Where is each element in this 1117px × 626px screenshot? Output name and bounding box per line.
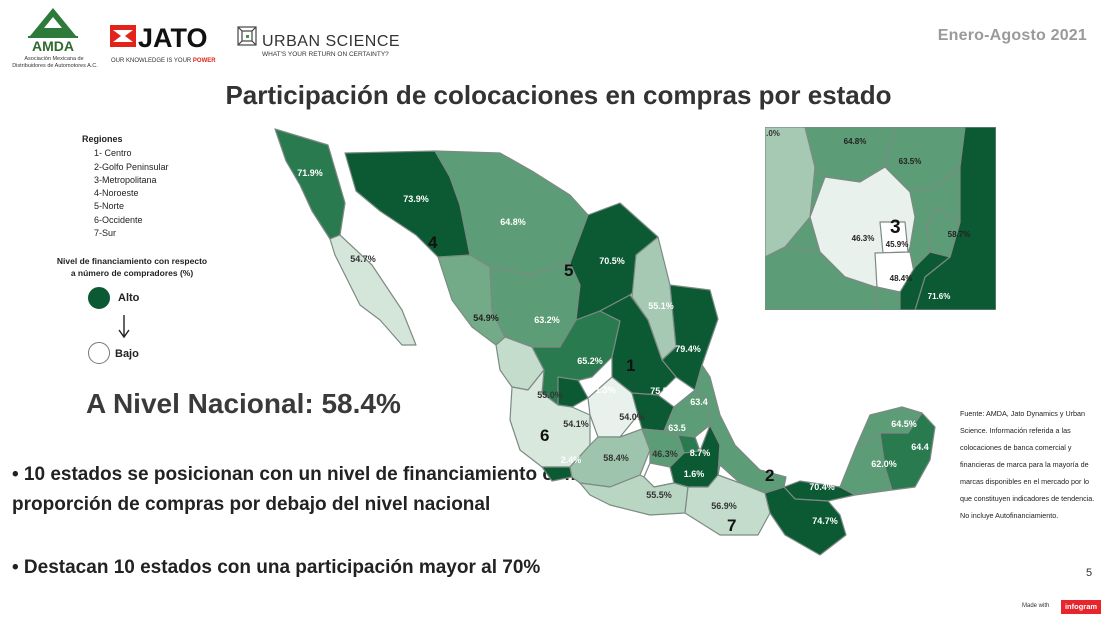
period-label: Enero-Agosto 2021 xyxy=(937,27,1087,44)
urban-science-logo: URBAN SCIENCE WHAT'S YOUR RETURN ON CERT… xyxy=(237,26,400,58)
legend-high-swatch xyxy=(88,287,110,309)
state-value: 54.0% xyxy=(619,412,645,422)
state-value: 55.5% xyxy=(646,490,672,500)
state-baja-california[interactable] xyxy=(274,128,346,240)
inset-value: 46.3% xyxy=(852,234,875,243)
region-number: 4 xyxy=(428,233,438,252)
metropolitan-inset-map: 3 .0% 64.8% 63.5% 58.7% 46.3% 45.9% 48.4… xyxy=(765,127,996,310)
jato-logo: JATO OUR KNOWLEDGE IS YOUR POWER xyxy=(110,23,216,64)
amda-logo-sub2: Distribuidores de Automotores A.C. xyxy=(12,63,98,69)
page-title: Participación de colocaciones en compras… xyxy=(225,80,892,110)
inset-value: 64.8% xyxy=(844,137,867,146)
state-value: 65.2% xyxy=(577,356,603,366)
state-value: 71.9% xyxy=(297,168,323,178)
state-value: 79.4% xyxy=(675,344,701,354)
region-item: 2-Golfo Peninsular xyxy=(94,161,169,172)
arrow-down-icon xyxy=(118,315,130,339)
state-value: 54.7% xyxy=(350,254,376,264)
inset-value: .0% xyxy=(766,129,780,138)
mexico-map: 1 2 4 5 6 7 71.9% 54.7% 73.9% 64.8% 70.5… xyxy=(274,128,936,556)
state-value: 1.6% xyxy=(684,469,705,479)
region-item: 3-Metropolitana xyxy=(94,174,157,185)
region-item: 4-Noroeste xyxy=(94,188,139,199)
state-value: 2.4% xyxy=(561,455,582,465)
region-item: 5-Norte xyxy=(94,201,125,212)
national-level: A Nivel Nacional: 58.4% xyxy=(86,388,401,419)
jato-logo-text: JATO xyxy=(138,23,208,53)
inset-value: 45.9% xyxy=(886,240,909,249)
state-chiapas[interactable] xyxy=(764,486,847,556)
amda-logo: AMDA Asociación Mexicana de Distribuidor… xyxy=(12,8,98,69)
region-item: 1- Centro xyxy=(94,148,132,159)
state-value: 70.4% xyxy=(809,482,835,492)
amda-logo-sub1: Asociación Mexicana de xyxy=(24,56,83,62)
jato-logo-tag: OUR KNOWLEDGE IS YOUR POWER xyxy=(111,58,216,64)
state-value: 63.4 xyxy=(690,397,708,407)
legend-title-line1: Nivel de financiamiento con respecto xyxy=(56,256,208,266)
legend-low-label: Bajo xyxy=(115,348,139,360)
state-quintana-roo[interactable] xyxy=(879,412,936,491)
urban-science-cube-icon xyxy=(237,26,257,46)
source-note: Fuente: AMDA, Jato Dynamics y Urban Scie… xyxy=(960,409,1095,520)
state-value: 73.9% xyxy=(403,194,429,204)
state-value: 56.9% xyxy=(711,501,737,511)
inset-value: 71.6% xyxy=(928,292,951,301)
state-guerrero[interactable] xyxy=(579,474,689,516)
legend-title-line2: a número de compradores (%) xyxy=(70,268,194,278)
state-value: 63.5 xyxy=(668,423,686,433)
state-colima[interactable] xyxy=(541,466,573,482)
legend-title: Nivel de financiamiento con respecto a n… xyxy=(52,255,212,279)
state-value: 55.1% xyxy=(648,301,674,311)
state-value: 58.4% xyxy=(603,453,629,463)
state-value: 63.2% xyxy=(534,315,560,325)
region-number: 2 xyxy=(765,466,774,485)
state-value: 75.5% xyxy=(650,386,676,396)
inset-value: 48.4% xyxy=(890,274,913,283)
inset-region-number: 3 xyxy=(890,217,901,238)
region-number: 1 xyxy=(626,356,635,375)
amda-logo-text: AMDA xyxy=(32,38,74,54)
state-value: 71.3% xyxy=(590,385,616,395)
logos-bar: AMDA Asociación Mexicana de Distribuidor… xyxy=(12,8,400,69)
state-value: 64.4 xyxy=(911,442,929,452)
region-number: 7 xyxy=(727,516,736,535)
made-with-label: Made with xyxy=(1022,603,1050,609)
region-number: 5 xyxy=(564,261,573,280)
urban-science-text: URBAN SCIENCE xyxy=(262,33,400,50)
region-number: 6 xyxy=(540,426,549,445)
inset-value: 58.7% xyxy=(948,230,971,239)
region-item: 6-Occidente xyxy=(94,214,143,225)
state-value: 64.8% xyxy=(500,217,526,227)
inset-value: 63.5% xyxy=(899,157,922,166)
legend-high-label: Alto xyxy=(118,292,140,304)
state-aguascalientes[interactable] xyxy=(557,376,589,408)
state-guanajuato[interactable] xyxy=(587,376,639,438)
regions-heading: Regiones xyxy=(82,134,123,144)
region-item: 7-Sur xyxy=(94,228,117,239)
regions-list: Regiones 1- Centro 2-Golfo Peninsular 3-… xyxy=(82,133,169,240)
state-value: 8.7% xyxy=(690,448,711,458)
state-value: 55.0% xyxy=(537,390,563,400)
state-value: 64.5% xyxy=(891,419,917,429)
legend-low-swatch xyxy=(88,342,110,364)
bullet-point: • Destacan 10 estados con una participac… xyxy=(12,557,541,578)
state-value: 54.9% xyxy=(473,313,499,323)
state-value: 46.3% xyxy=(652,449,678,459)
state-value: 62.0% xyxy=(871,459,897,469)
bullet-point: • 10 estados se posicionan con un nivel … xyxy=(12,464,594,515)
state-baja-california-sur[interactable] xyxy=(329,234,417,346)
state-value: 70.5% xyxy=(599,256,625,266)
page-number: 5 xyxy=(1086,567,1093,579)
state-value: 74.7% xyxy=(812,516,838,526)
state-value: 54.1% xyxy=(563,419,589,429)
urban-science-tag: WHAT'S YOUR RETURN ON CERTAINTY? xyxy=(262,51,389,58)
inset-area-bottom[interactable] xyxy=(765,246,878,310)
inset-area-g[interactable] xyxy=(899,251,951,310)
infogram-badge[interactable]: infogram xyxy=(1061,600,1101,614)
